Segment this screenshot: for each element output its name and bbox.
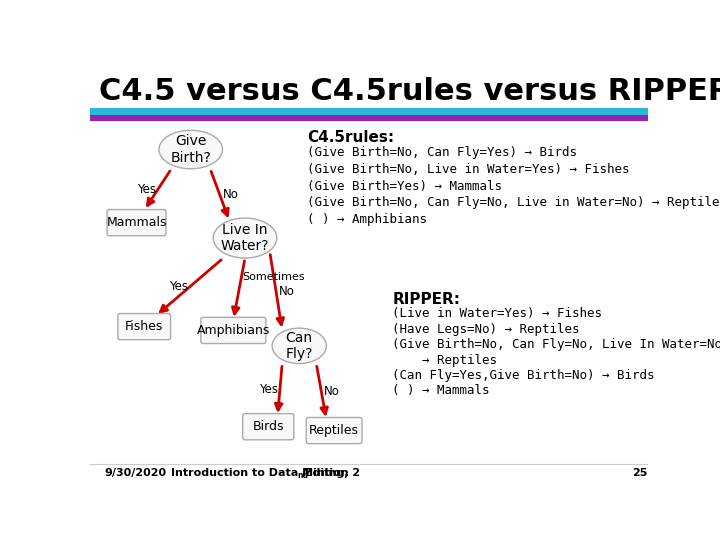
Text: No: No: [222, 188, 238, 201]
Text: Mammals: Mammals: [107, 216, 167, 229]
Text: 9/30/2020: 9/30/2020: [104, 468, 166, 478]
Text: ( ) → Mammals: ( ) → Mammals: [392, 384, 490, 397]
FancyBboxPatch shape: [107, 210, 166, 236]
Text: Birds: Birds: [253, 420, 284, 433]
Text: C4.5rules:: C4.5rules:: [307, 130, 394, 145]
Text: C4.5 versus C4.5rules versus RIPPER: C4.5 versus C4.5rules versus RIPPER: [99, 77, 720, 106]
Text: Yes: Yes: [259, 383, 279, 396]
Text: Yes: Yes: [138, 183, 156, 196]
Text: (Have Legs=No) → Reptiles: (Have Legs=No) → Reptiles: [392, 323, 580, 336]
Text: Introduction to Data Mining, 2: Introduction to Data Mining, 2: [171, 468, 361, 478]
FancyBboxPatch shape: [306, 417, 362, 444]
Text: Yes: Yes: [169, 280, 188, 293]
Bar: [90, 108, 648, 115]
Text: Sometimes: Sometimes: [243, 272, 305, 281]
Text: (Can Fly=Yes,Give Birth=No) → Birds: (Can Fly=Yes,Give Birth=No) → Birds: [392, 369, 654, 382]
Text: No: No: [324, 385, 340, 398]
Text: Give
Birth?: Give Birth?: [171, 134, 211, 165]
Ellipse shape: [272, 328, 326, 363]
Text: (Give Birth=No, Live in Water=Yes) → Fishes: (Give Birth=No, Live in Water=Yes) → Fis…: [307, 163, 629, 176]
Text: Can
Fly?: Can Fly?: [286, 330, 313, 361]
FancyBboxPatch shape: [243, 414, 294, 440]
Text: ( ) → Amphibians: ( ) → Amphibians: [307, 213, 427, 226]
Text: Reptiles: Reptiles: [309, 424, 359, 437]
Ellipse shape: [213, 218, 276, 258]
Text: (Live in Water=Yes) → Fishes: (Live in Water=Yes) → Fishes: [392, 307, 602, 320]
Text: (Give Birth=No, Can Fly=No, Live in Water=No) → Reptiles: (Give Birth=No, Can Fly=No, Live in Wate…: [307, 197, 720, 210]
Text: RIPPER:: RIPPER:: [392, 292, 460, 307]
Bar: [90, 115, 648, 121]
Text: nd: nd: [297, 470, 308, 480]
Text: 25: 25: [632, 468, 648, 478]
Text: Edition: Edition: [301, 468, 348, 478]
Text: (Give Birth=No, Can Fly=Yes) → Birds: (Give Birth=No, Can Fly=Yes) → Birds: [307, 146, 577, 159]
Text: Amphibians: Amphibians: [197, 324, 270, 337]
Text: (Give Birth=No, Can Fly=No, Live In Water=No): (Give Birth=No, Can Fly=No, Live In Wate…: [392, 338, 720, 351]
Ellipse shape: [159, 130, 222, 168]
Text: Live In
Water?: Live In Water?: [221, 223, 269, 253]
FancyBboxPatch shape: [201, 318, 266, 343]
FancyBboxPatch shape: [118, 314, 171, 340]
Text: Fishes: Fishes: [125, 320, 163, 333]
Text: No: No: [279, 285, 294, 298]
Text: (Give Birth=Yes) → Mammals: (Give Birth=Yes) → Mammals: [307, 179, 502, 193]
Text: → Reptiles: → Reptiles: [392, 354, 498, 367]
